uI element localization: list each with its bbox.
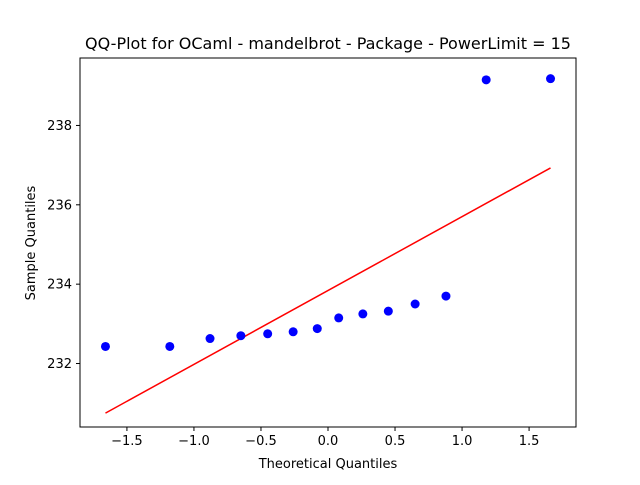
y-tick-label: 232 [47, 357, 72, 372]
x-tick-label: −0.5 [245, 434, 277, 449]
data-point [312, 324, 322, 334]
x-tick-label: 1.5 [519, 434, 540, 449]
data-point [288, 327, 298, 337]
y-tick-label: 238 [47, 119, 72, 134]
data-point [410, 299, 420, 309]
y-axis-ticks: 232 234 236 238 [47, 119, 80, 372]
y-axis-label: Sample Quantiles [24, 185, 39, 300]
y-tick-label: 236 [47, 198, 72, 213]
x-axis-label: Theoretical Quantiles [258, 457, 398, 472]
data-point [441, 291, 451, 301]
x-tick-label: 0.0 [318, 434, 339, 449]
data-point [100, 341, 110, 351]
data-point [263, 329, 273, 339]
data-point [236, 331, 246, 341]
chart-title: QQ-Plot for OCaml - mandelbrot - Package… [85, 34, 571, 53]
x-tick-label: 1.0 [452, 434, 473, 449]
reference-line [105, 167, 551, 414]
data-point [205, 334, 215, 344]
data-point [334, 313, 344, 323]
data-point [546, 74, 556, 84]
data-point [358, 309, 368, 319]
data-point [165, 341, 175, 351]
y-tick-label: 234 [47, 278, 72, 293]
x-tick-label: −1.5 [111, 434, 143, 449]
x-axis-ticks: −1.5 −1.0 −0.5 0.0 0.5 1.0 1.5 [111, 427, 539, 449]
data-point [383, 306, 393, 316]
data-point [481, 75, 491, 85]
x-tick-label: −1.0 [178, 434, 210, 449]
x-tick-label: 0.5 [385, 434, 406, 449]
plot-area [100, 74, 556, 414]
